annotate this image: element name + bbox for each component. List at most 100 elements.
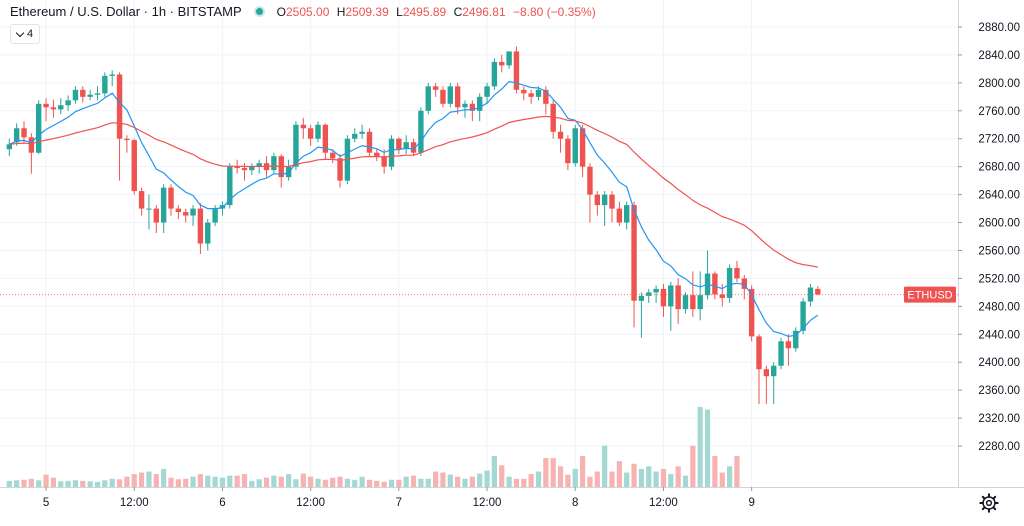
volume-bar	[300, 473, 306, 487]
candle-body	[131, 140, 137, 192]
volume-bar	[153, 474, 159, 487]
candle-body	[528, 93, 534, 97]
volume-bar	[697, 407, 703, 487]
candle-body	[763, 369, 770, 377]
market-status-icon	[255, 8, 263, 15]
candle-body	[307, 128, 314, 139]
candle-body	[697, 295, 703, 310]
change-value: −8.80 (−0.35%)	[512, 4, 596, 19]
candle-body	[513, 51, 520, 90]
candle-body	[785, 341, 792, 349]
volume-bar	[690, 445, 696, 487]
candle-body	[190, 208, 196, 216]
candle-body	[138, 191, 145, 209]
candle-body	[43, 103, 49, 108]
price-axis-panel	[958, 0, 1024, 521]
candle-body	[234, 166, 240, 169]
volume-bar	[580, 456, 586, 487]
price-tick-label: 2600.00	[978, 218, 1020, 230]
price-tag: ETHUSD	[0, 286, 958, 303]
volume-bar	[28, 478, 34, 487]
candle-body	[557, 131, 564, 139]
volume-bar	[197, 474, 203, 487]
price-tick-label: 2720.00	[978, 134, 1020, 146]
candle-body	[396, 138, 402, 150]
volume-bar	[146, 471, 152, 487]
candle-body	[337, 158, 343, 181]
high-value: 2509.39	[345, 4, 389, 19]
candle-body	[153, 208, 159, 223]
volume-bar	[366, 479, 373, 487]
volume-bar	[72, 480, 79, 487]
ma-fast-line	[9, 80, 819, 338]
volume-bar	[455, 476, 461, 487]
candle-body	[249, 166, 255, 171]
volume-bar	[602, 445, 608, 487]
candle-body	[330, 152, 336, 159]
chevron-down-icon	[15, 28, 25, 37]
volume-bar	[131, 474, 137, 487]
volume-bar	[58, 481, 64, 487]
volume-bar	[609, 471, 615, 487]
candle-body	[109, 74, 115, 76]
candle-body	[484, 86, 490, 97]
volume-bar	[506, 476, 512, 487]
candle-body	[462, 103, 468, 108]
volume-bars	[6, 407, 740, 487]
candlesticks	[6, 46, 821, 405]
volume-bar	[513, 478, 520, 487]
volume-bar	[499, 465, 505, 487]
volume-bar	[352, 479, 358, 487]
gear-icon[interactable]	[978, 492, 1000, 514]
candle-body	[410, 142, 417, 153]
candle-body	[506, 51, 512, 66]
volume-bar	[249, 480, 255, 487]
time-tick-label: 5	[43, 497, 49, 509]
volume-bar	[675, 466, 681, 487]
volume-bar	[462, 478, 468, 487]
volume-bar	[43, 474, 49, 487]
candle-body	[454, 86, 461, 108]
candle-body	[793, 330, 799, 349]
volume-bar	[359, 476, 365, 487]
candle-body	[682, 295, 689, 310]
time-tick-label: 7	[396, 497, 402, 509]
open-value: 2505.00	[286, 4, 330, 19]
volume-bar	[396, 479, 402, 487]
volume-bar	[241, 474, 248, 487]
price-tick-label: 2360.00	[978, 385, 1020, 397]
candle-body	[175, 208, 182, 213]
price-tick-label: 2680.00	[978, 162, 1020, 174]
volume-bar	[87, 481, 93, 487]
candle-body	[183, 212, 189, 216]
candle-body	[579, 128, 586, 167]
time-tick-label: 12:00	[120, 497, 149, 509]
volume-bar	[712, 456, 718, 487]
candle-body	[227, 166, 233, 206]
time-tick-label: 8	[572, 497, 578, 509]
candle-body	[102, 75, 108, 94]
candle-body	[418, 110, 424, 153]
volume-bar	[491, 456, 497, 487]
volume-bar	[278, 476, 284, 487]
volume-bar	[704, 409, 711, 487]
volume-bar	[477, 473, 483, 487]
candle-body	[601, 194, 608, 206]
candle-body	[50, 107, 57, 110]
volume-bar	[543, 458, 549, 487]
volume-bar	[80, 480, 86, 487]
indicators-toggle-button[interactable]: 4	[10, 24, 41, 44]
volume-bar	[410, 475, 417, 487]
volume-bar	[646, 466, 652, 487]
candle-body	[352, 133, 358, 139]
volume-bar	[381, 481, 387, 487]
candle-body	[65, 100, 71, 106]
volume-bar	[50, 477, 56, 487]
volume-bar	[682, 475, 689, 487]
indicator-count: 4	[27, 28, 34, 40]
candle-body	[440, 89, 446, 104]
candle-body	[726, 267, 733, 298]
